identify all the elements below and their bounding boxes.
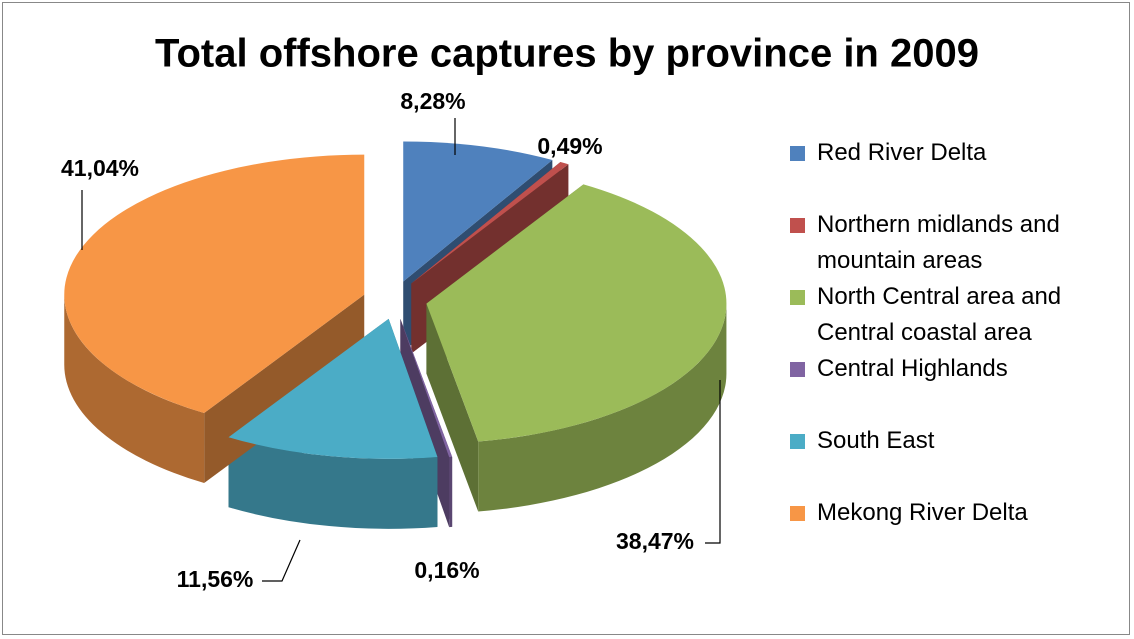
legend-swatch [790, 218, 805, 233]
legend: Red River Delta Northern midlands and mou… [790, 135, 1110, 567]
legend-label: Red River Delta [817, 139, 987, 166]
slice [411, 162, 569, 284]
legend-item: Red River Delta [790, 135, 1110, 207]
slice [426, 184, 727, 442]
leader-line [705, 380, 721, 544]
legend-swatch [790, 362, 805, 377]
legend-swatch [790, 434, 805, 449]
legend-label: South East [817, 427, 935, 454]
legend-label: Central Highlands [817, 355, 1008, 382]
legend-item: Northern midlands and mountain areas [790, 207, 1110, 279]
legend-swatch [790, 146, 805, 161]
data-label: 0,49% [537, 133, 602, 159]
data-label: 0,16% [414, 557, 479, 583]
legend-item: South East [790, 423, 1110, 495]
slice-side [64, 294, 205, 484]
data-label: 38,47% [616, 528, 694, 554]
slice [403, 141, 553, 282]
slice-tops [64, 141, 727, 459]
slice [400, 318, 453, 458]
slice [228, 318, 438, 459]
data-label: 11,56% [177, 566, 254, 592]
data-label: 8,28% [400, 88, 465, 114]
slice [64, 154, 365, 414]
leader-line [262, 539, 301, 582]
legend-swatch [790, 290, 805, 305]
data-label: 41,04% [61, 155, 139, 181]
legend-item: North Central area and Central coastal a… [790, 279, 1110, 351]
legend-label: Northern midlands and mountain areas [817, 211, 1060, 274]
slice-side [478, 303, 727, 512]
slice-side [449, 456, 453, 528]
slice-side [426, 303, 479, 512]
chart-title: Total offshore captures by province in 2… [155, 32, 979, 76]
legend-swatch [790, 506, 805, 521]
legend-label: Mekong River Delta [817, 499, 1028, 526]
legend-item: Central Highlands [790, 351, 1110, 423]
slice-side [228, 437, 438, 529]
legend-label: North Central area and Central coastal a… [817, 283, 1062, 346]
legend-item: Mekong River Delta [790, 495, 1110, 567]
